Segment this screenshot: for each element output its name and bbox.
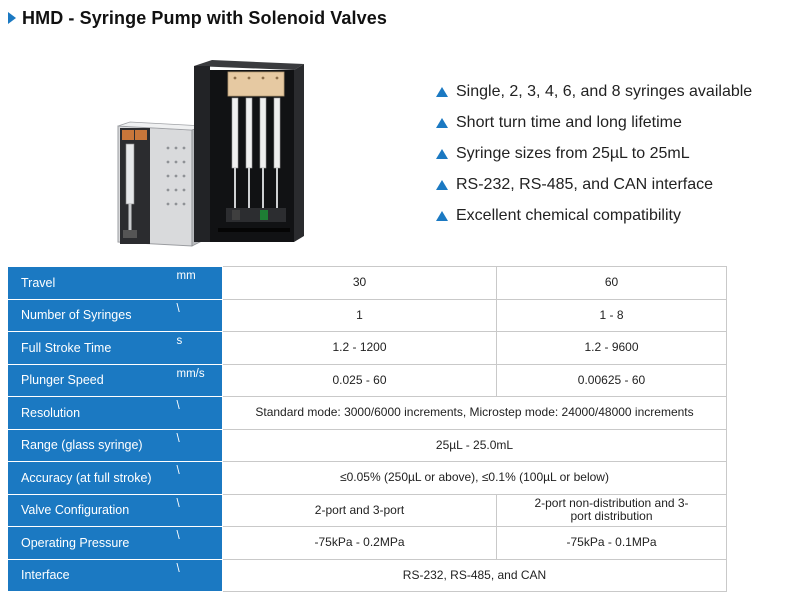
page-title-text: HMD - Syringe Pump with Solenoid Valves bbox=[22, 7, 387, 28]
row-unit: mm/s bbox=[170, 363, 223, 397]
feature-text: Short turn time and long lifetime bbox=[456, 113, 682, 131]
feature-item: Single, 2, 3, 4, 6, and 8 syringes avail… bbox=[436, 76, 781, 107]
row-label: Operating Pressure bbox=[8, 526, 171, 560]
row-label: Plunger Speed bbox=[8, 363, 171, 397]
row-unit: s bbox=[170, 331, 223, 365]
table-row: Plunger Speed mm/s 0.025 - 60 0.00625 - … bbox=[8, 363, 727, 397]
row-unit: \ bbox=[170, 298, 223, 332]
row-label: Accuracy (at full stroke) bbox=[8, 461, 171, 495]
table-row: Operating Pressure \ -75kPa - 0.2MPa -75… bbox=[8, 526, 727, 560]
row-label: Number of Syringes bbox=[8, 298, 171, 332]
triangle-bullet-icon bbox=[436, 86, 448, 97]
table-row: Travel mm 30 60 bbox=[8, 266, 727, 300]
row-unit: \ bbox=[170, 396, 223, 430]
table-cell: 1 - 8 bbox=[496, 298, 727, 332]
feature-text: Syringe sizes from 25µL to 25mL bbox=[456, 144, 690, 162]
row-label: Travel bbox=[8, 266, 171, 300]
product-image bbox=[117, 60, 304, 247]
triangle-bullet-icon bbox=[8, 12, 16, 24]
table-cell: 1.2 - 9600 bbox=[496, 331, 727, 365]
table-row: Range (glass syringe) \ 25µL - 25.0mL bbox=[8, 428, 727, 462]
row-unit: \ bbox=[170, 493, 223, 527]
table-row: Resolution \ Standard mode: 3000/6000 in… bbox=[8, 396, 727, 430]
single-syringe-pump-illustration bbox=[117, 121, 205, 247]
table-cell: 30 bbox=[222, 266, 497, 300]
table-cell: 1 bbox=[222, 298, 497, 332]
table-row: Interface \ RS-232, RS-485, and CAN bbox=[8, 558, 727, 592]
feature-text: Single, 2, 3, 4, 6, and 8 syringes avail… bbox=[456, 82, 753, 100]
table-row: Number of Syringes \ 1 1 - 8 bbox=[8, 298, 727, 332]
feature-item: Syringe sizes from 25µL to 25mL bbox=[436, 138, 781, 169]
feature-list: Single, 2, 3, 4, 6, and 8 syringes avail… bbox=[436, 76, 781, 231]
feature-text: Excellent chemical compatibility bbox=[456, 206, 681, 224]
table-cell: 0.025 - 60 bbox=[222, 363, 497, 397]
row-label: Range (glass syringe) bbox=[8, 428, 171, 462]
row-unit: \ bbox=[170, 428, 223, 462]
table-cell: RS-232, RS-485, and CAN bbox=[222, 558, 727, 592]
page-title: HMD - Syringe Pump with Solenoid Valves bbox=[8, 6, 387, 30]
table-cell: 1.2 - 1200 bbox=[222, 331, 497, 365]
triangle-bullet-icon bbox=[436, 117, 448, 128]
table-cell: Standard mode: 3000/6000 increments, Mic… bbox=[222, 396, 727, 430]
table-row: Full Stroke Time s 1.2 - 1200 1.2 - 9600 bbox=[8, 331, 727, 365]
row-unit: mm bbox=[170, 266, 223, 300]
table-cell: ≤0.05% (250µL or above), ≤0.1% (100µL or… bbox=[222, 461, 727, 495]
spec-table: Travel mm 30 60 Number of Syringes \ 1 1… bbox=[8, 266, 727, 592]
row-label: Full Stroke Time bbox=[8, 331, 171, 365]
table-row: Valve Configuration \ 2-port and 3-port … bbox=[8, 493, 727, 527]
table-cell: 60 bbox=[496, 266, 727, 300]
row-unit: \ bbox=[170, 461, 223, 495]
row-label: Resolution bbox=[8, 396, 171, 430]
triangle-bullet-icon bbox=[436, 210, 448, 221]
triangle-bullet-icon bbox=[436, 179, 448, 190]
table-row: Accuracy (at full stroke) \ ≤0.05% (250µ… bbox=[8, 461, 727, 495]
four-syringe-pump-illustration bbox=[194, 60, 304, 242]
triangle-bullet-icon bbox=[436, 148, 448, 159]
row-label: Valve Configuration bbox=[8, 493, 171, 527]
table-cell: -75kPa - 0.1MPa bbox=[496, 526, 727, 560]
feature-item: Short turn time and long lifetime bbox=[436, 107, 781, 138]
table-cell: 0.00625 - 60 bbox=[496, 363, 727, 397]
feature-item: RS-232, RS-485, and CAN interface bbox=[436, 169, 781, 200]
row-label: Interface bbox=[8, 558, 171, 592]
feature-text: RS-232, RS-485, and CAN interface bbox=[456, 175, 714, 193]
table-cell: -75kPa - 0.2MPa bbox=[222, 526, 497, 560]
table-cell: 25µL - 25.0mL bbox=[222, 428, 727, 462]
feature-item: Excellent chemical compatibility bbox=[436, 200, 781, 231]
table-cell: 2-port non-distribution and 3-port distr… bbox=[496, 493, 727, 527]
row-unit: \ bbox=[170, 526, 223, 560]
row-unit: \ bbox=[170, 558, 223, 592]
table-cell: 2-port and 3-port bbox=[222, 493, 497, 527]
